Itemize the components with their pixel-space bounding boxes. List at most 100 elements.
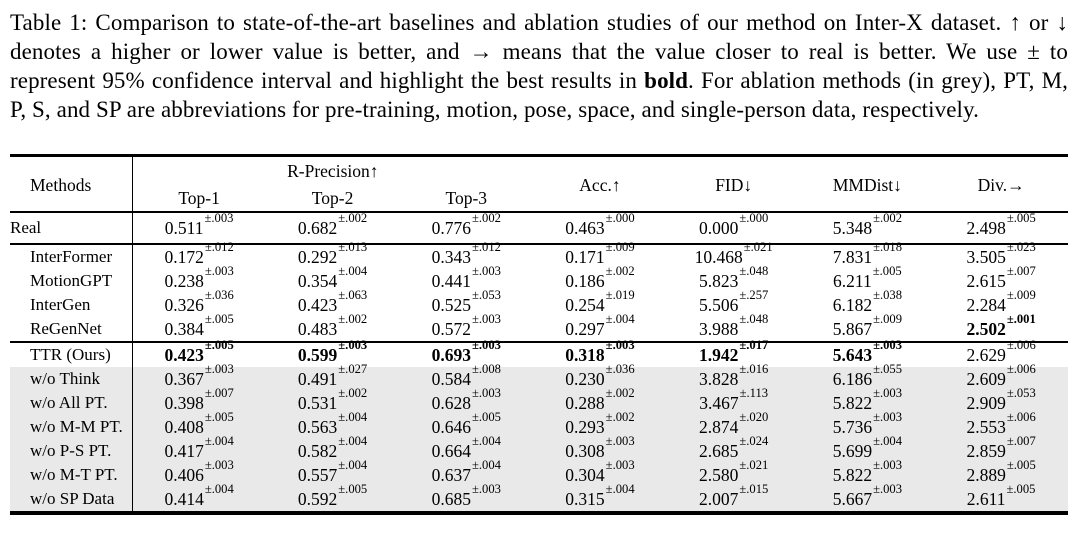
metric-value-cell: 0.354±.004 bbox=[266, 265, 400, 293]
metric-value-cell: 2.889±.005 bbox=[934, 459, 1068, 487]
metric-value-cell: 5.699±.004 bbox=[801, 435, 935, 463]
confidence-interval: ±.005 bbox=[338, 481, 368, 496]
table-row-regennet: ReGenNet 0.384±.005 0.483±.002 0.572±.003 0.… bbox=[10, 313, 1068, 342]
metric-value: 2.502 bbox=[966, 319, 1006, 339]
metric-value-cell: 10.468±.021 bbox=[666, 241, 801, 269]
metric-value-cell: 0.000±.000 bbox=[667, 212, 801, 244]
col-header-fid: FID↓ bbox=[715, 174, 753, 195]
metric-value-cell: 0.685±.003 bbox=[399, 483, 533, 513]
metric-value-cell: 3.828±.016 bbox=[667, 363, 801, 391]
metric-value: 2.874 bbox=[699, 417, 739, 437]
results-table-header: Methods R-Precision↑ Acc.↑ FID↓ MMDist↓ … bbox=[10, 155, 1068, 212]
confidence-interval: ±.002 bbox=[338, 210, 368, 225]
table-row-w-o-m-t-pt: w/o M-T PT. 0.406±.003 0.557±.004 0.637±.00… bbox=[10, 459, 1068, 487]
confidence-interval: ±.018 bbox=[873, 239, 903, 254]
metric-value: 5.348 bbox=[832, 218, 873, 238]
confidence-interval: ±.005 bbox=[204, 311, 234, 326]
metric-value: 0.525 bbox=[431, 295, 471, 315]
confidence-interval: ±.003 bbox=[873, 457, 903, 472]
metric-value: 0.326 bbox=[164, 295, 204, 315]
metric-value: 5.643 bbox=[832, 345, 873, 365]
method-name-cell: w/o Think bbox=[10, 367, 133, 391]
metric-value-cell: 0.230±.036 bbox=[533, 363, 667, 391]
metric-value: 0.343 bbox=[431, 247, 471, 267]
confidence-interval: ±.007 bbox=[204, 385, 234, 400]
metric-value: 0.441 bbox=[431, 271, 471, 291]
metric-value: 0.288 bbox=[565, 393, 605, 413]
table-row-w-o-think: w/o Think 0.367±.003 0.491±.027 0.584±.008 0… bbox=[10, 363, 1068, 391]
metric-value: 0.417 bbox=[164, 441, 204, 461]
confidence-interval: ±.001 bbox=[1006, 311, 1036, 326]
metric-value-cell: 0.525±.053 bbox=[399, 289, 533, 317]
confidence-interval: ±.005 bbox=[1006, 210, 1036, 225]
confidence-interval: ±.020 bbox=[739, 409, 769, 424]
confidence-interval: ±.027 bbox=[338, 361, 368, 376]
metric-value-cell: 6.186±.055 bbox=[801, 363, 935, 391]
metric-value: 0.682 bbox=[297, 218, 338, 238]
confidence-interval: ±.053 bbox=[1006, 385, 1036, 400]
confidence-interval: ±.004 bbox=[338, 263, 368, 278]
metric-value: 0.531 bbox=[297, 393, 338, 413]
metric-value-cell: 2.284±.009 bbox=[934, 289, 1068, 317]
col-header-top1: Top-1 bbox=[178, 188, 220, 208]
metric-value: 2.609 bbox=[966, 369, 1006, 389]
confidence-interval: ±.015 bbox=[739, 481, 769, 496]
metric-value: 2.889 bbox=[966, 465, 1006, 485]
metric-value-cell: 0.186±.002 bbox=[533, 265, 667, 293]
table-row-intergen: InterGen 0.326±.036 0.423±.063 0.525±.053 0.… bbox=[10, 289, 1068, 317]
confidence-interval: ±.006 bbox=[1006, 337, 1036, 352]
confidence-interval: ±.003 bbox=[204, 210, 234, 225]
metric-value-cell: 0.582±.004 bbox=[266, 435, 400, 463]
confidence-interval: ±.003 bbox=[204, 361, 234, 376]
metric-value: 0.171 bbox=[565, 247, 605, 267]
confidence-interval: ±.003 bbox=[338, 337, 368, 352]
confidence-interval: ±.008 bbox=[471, 361, 501, 376]
metric-value: 0.776 bbox=[431, 218, 471, 238]
metric-value-cell: 5.667±.003 bbox=[801, 483, 935, 513]
confidence-interval: ±.063 bbox=[338, 287, 368, 302]
confidence-interval: ±.007 bbox=[1006, 433, 1036, 448]
metric-value: 0.414 bbox=[164, 489, 204, 509]
metric-value: 0.582 bbox=[297, 441, 338, 461]
metric-value-cell: 2.909±.053 bbox=[934, 387, 1068, 415]
metric-value: 2.580 bbox=[699, 465, 739, 485]
method-name-cell: w/o SP Data bbox=[10, 487, 133, 513]
metric-value-cell: 2.859±.007 bbox=[934, 435, 1068, 463]
confidence-interval: ±.002 bbox=[605, 385, 635, 400]
metric-value-cell: 0.776±.002 bbox=[399, 212, 533, 244]
metric-value: 0.354 bbox=[297, 271, 338, 291]
method-name-cell: w/o M-M PT. bbox=[10, 415, 133, 439]
metric-value-cell: 2.615±.007 bbox=[934, 265, 1068, 293]
confidence-interval: ±.024 bbox=[739, 433, 769, 448]
confidence-interval: ±.005 bbox=[471, 409, 501, 424]
metric-value-cell: 0.398±.007 bbox=[132, 387, 266, 415]
metric-value: 3.828 bbox=[699, 369, 739, 389]
table-caption: Table 1: Comparison to state-of-the-art … bbox=[10, 8, 1068, 124]
confidence-interval: ±.003 bbox=[873, 385, 903, 400]
metric-value-cell: 0.511±.003 bbox=[132, 212, 266, 244]
metric-value-cell: 0.297±.004 bbox=[533, 313, 667, 342]
metric-value: 0.308 bbox=[565, 441, 605, 461]
metric-value-cell: 5.822±.003 bbox=[801, 459, 935, 487]
metric-value-cell: 0.563±.004 bbox=[266, 411, 400, 439]
confidence-interval: ±.003 bbox=[873, 337, 903, 352]
metric-value-cell: 0.414±.004 bbox=[132, 483, 266, 513]
confidence-interval: ±.009 bbox=[605, 239, 635, 254]
confidence-interval: ±.004 bbox=[204, 481, 234, 496]
metric-value-cell: 0.646±.005 bbox=[399, 411, 533, 439]
metric-value-cell: 0.599±.003 bbox=[265, 339, 400, 367]
metric-value: 5.822 bbox=[832, 465, 873, 485]
metric-value: 0.646 bbox=[431, 417, 471, 437]
metric-value-cell: 5.822±.003 bbox=[801, 387, 935, 415]
confidence-interval: ±.016 bbox=[739, 361, 769, 376]
metric-value-cell: 2.502±.001 bbox=[934, 313, 1068, 342]
confidence-interval: ±.004 bbox=[338, 457, 368, 472]
metric-value: 0.384 bbox=[164, 319, 204, 339]
metric-value: 2.615 bbox=[966, 271, 1006, 291]
metric-value: 2.859 bbox=[966, 441, 1006, 461]
confidence-interval: ±.004 bbox=[338, 433, 368, 448]
metric-value: 0.584 bbox=[431, 369, 471, 389]
metric-value-cell: 0.423±.005 bbox=[132, 339, 266, 367]
metric-value-cell: 2.007±.015 bbox=[667, 483, 801, 513]
